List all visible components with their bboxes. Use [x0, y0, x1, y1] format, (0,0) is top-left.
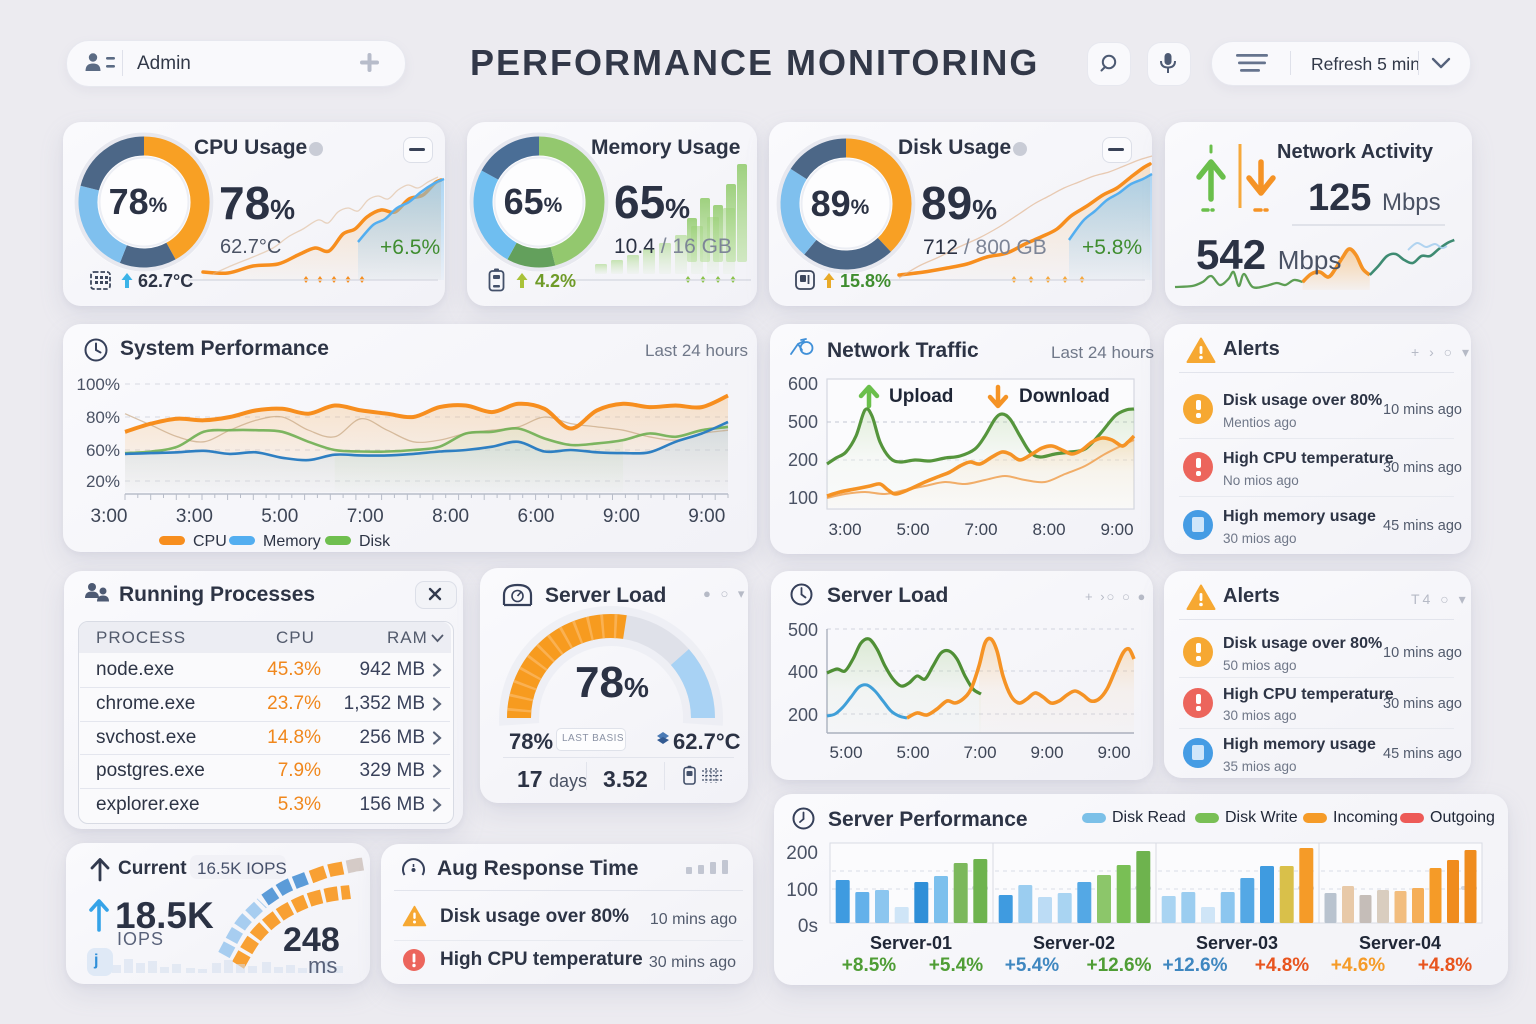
svg-text:9:00: 9:00 [1030, 743, 1063, 762]
svg-text:Upload: Upload [889, 386, 953, 407]
svg-text:100%: 100% [77, 375, 120, 394]
svg-text:7:00: 7:00 [347, 506, 384, 527]
svg-text:Download: Download [1019, 386, 1110, 407]
svg-text:80%: 80% [86, 408, 120, 427]
svg-text:7:00: 7:00 [963, 743, 996, 762]
svg-text:500: 500 [788, 620, 818, 640]
svg-text:3:00: 3:00 [828, 520, 861, 539]
svg-text:9:00: 9:00 [1097, 743, 1130, 762]
svg-text:200: 200 [788, 450, 818, 470]
svg-text:100: 100 [786, 880, 818, 901]
svg-text:0s: 0s [798, 916, 818, 937]
svg-text:6:00: 6:00 [518, 506, 555, 527]
svg-text:9:00: 9:00 [688, 506, 725, 527]
svg-text:600: 600 [788, 374, 818, 394]
svg-text:8:00: 8:00 [432, 506, 469, 527]
svg-text:100: 100 [788, 488, 818, 508]
svg-text:500: 500 [788, 412, 818, 432]
svg-text:200: 200 [788, 705, 818, 725]
svg-text:8:00: 8:00 [1032, 520, 1065, 539]
svg-text:60%: 60% [86, 441, 120, 460]
svg-text:5:00: 5:00 [829, 743, 862, 762]
svg-text:20%: 20% [86, 472, 120, 491]
svg-text:5:00: 5:00 [261, 506, 298, 527]
svg-text:9:00: 9:00 [603, 506, 640, 527]
svg-text:9:00: 9:00 [1100, 520, 1133, 539]
svg-text:200: 200 [786, 843, 818, 864]
svg-text:5:00: 5:00 [896, 743, 929, 762]
svg-text:3:00: 3:00 [176, 506, 213, 527]
svg-text:Memory: Memory [263, 533, 321, 550]
svg-text:5:00: 5:00 [896, 520, 929, 539]
svg-text:400: 400 [788, 662, 818, 682]
svg-text:CPU: CPU [193, 533, 227, 550]
svg-text:Disk: Disk [359, 533, 391, 550]
svg-text:7:00: 7:00 [964, 520, 997, 539]
svg-text:3:00: 3:00 [91, 506, 128, 527]
